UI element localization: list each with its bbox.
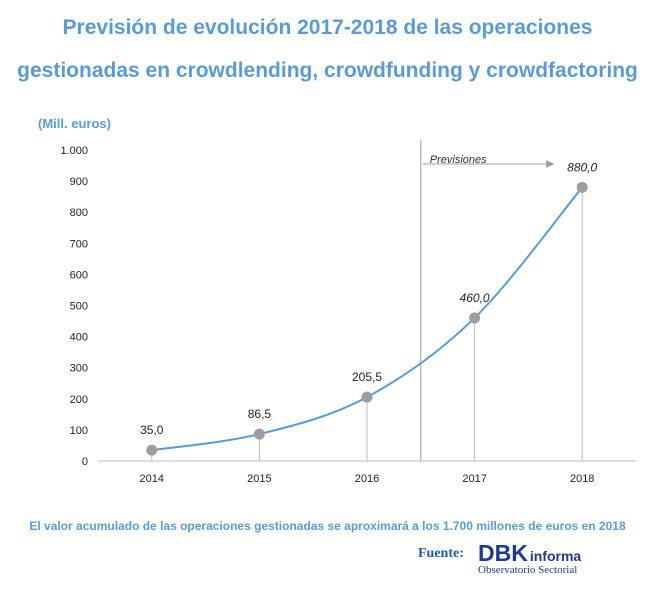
y-tick-label: 100 [70,425,88,437]
y-tick-label: 900 [70,176,88,188]
x-tick-label: 2018 [570,473,594,485]
y-tick-label: 500 [70,301,88,313]
series-line [151,186,583,452]
y-tick-label: 300 [70,363,88,375]
chart-title-line1: Previsión de evolución 2017-2018 de las … [62,16,593,39]
x-tick-label: 2017 [462,473,486,485]
y-tick-label: 800 [70,207,88,219]
data-point [253,428,265,440]
y-tick-label: 200 [70,394,88,406]
x-tick-label: 2016 [355,473,379,485]
data-label: 35,0 [140,423,164,437]
x-tick-label: 2015 [247,473,271,485]
data-label: 205,5 [352,370,382,384]
data-point [361,391,373,403]
data-point [469,312,481,324]
logo-dbk-text: DBK [478,540,528,566]
data-point [146,444,158,456]
footnote: El valor acumulado de las operaciones ge… [29,519,626,533]
dbk-informa-logo: DBK informa Observatorio Sectorial [478,540,581,576]
y-tick-label: 700 [70,238,88,250]
logo-subtitle: Observatorio Sectorial [478,564,578,576]
y-axis-unit-label: (Mill. euros) [38,116,111,131]
data-point [576,181,588,193]
y-tick-label: 1.000 [60,145,88,157]
y-tick-label: 600 [70,269,88,281]
data-label: 880,0 [567,160,597,174]
x-tick-label: 2014 [140,473,164,485]
chart-title-line2: gestionadas en crowdlending, crowdfundin… [17,59,638,82]
data-label: 460,0 [460,291,490,305]
forecast-arrow-head [546,159,555,168]
forecast-annotation: Previsiones [430,154,487,166]
y-tick-label: 0 [82,456,88,468]
y-tick-label: 400 [70,332,88,344]
logo-informa-text: informa [529,548,582,564]
data-label: 86,5 [248,407,272,421]
source-label: Fuente: [418,546,464,561]
